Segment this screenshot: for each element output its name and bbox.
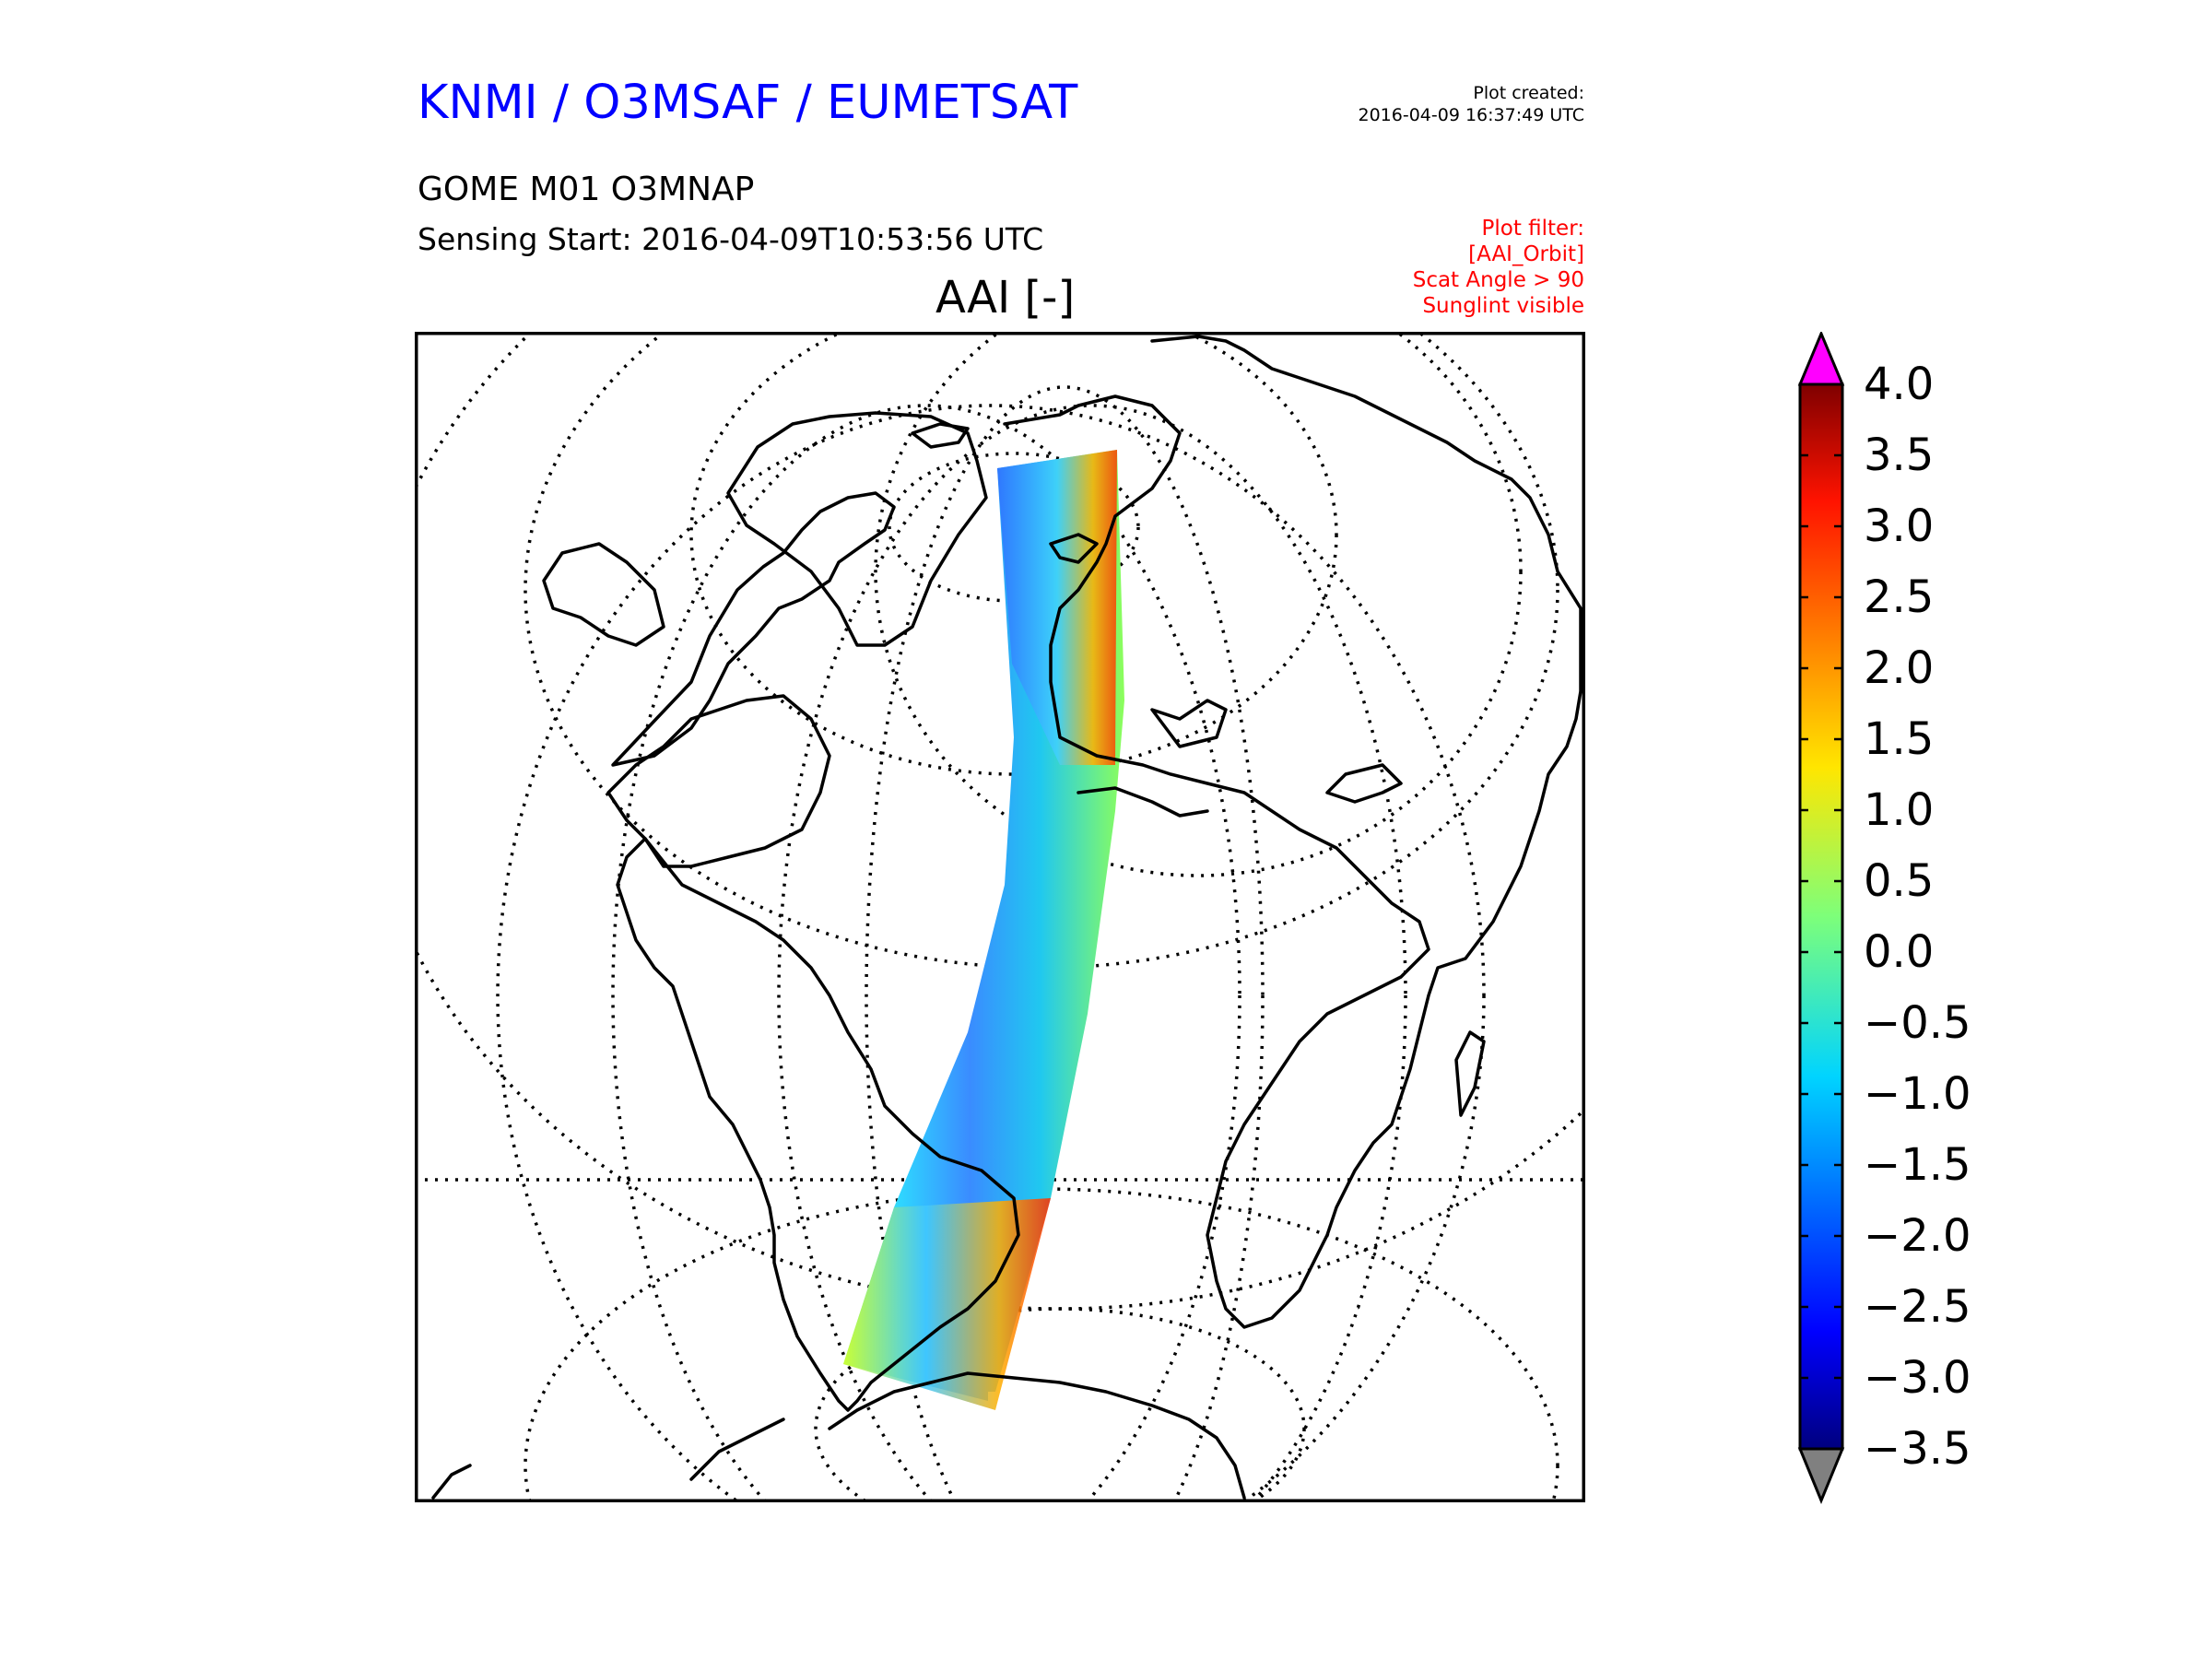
colorbar (1797, 332, 1845, 1504)
latitude-circle (524, 1187, 1559, 1500)
plot-filter-scat-angle: Scat Angle > 90 (1412, 268, 1584, 292)
sensing-start: Sensing Start: 2016-04-09T10:53:56 UTC (418, 221, 1044, 257)
meridian (874, 334, 1523, 877)
latitude-circle (814, 1307, 1306, 1500)
plot-filter-sunglint: Sunglint visible (1422, 294, 1584, 318)
colorbar-max-extension (1797, 332, 1845, 386)
colorbar-tick-label: 2.0 (1864, 642, 1935, 694)
aai-swath (843, 450, 1124, 1410)
colorbar-tick-label: −2.5 (1864, 1281, 1971, 1333)
colorbar-tick-label: 1.0 (1864, 784, 1935, 836)
meridian (496, 404, 1486, 1500)
product-name: GOME M01 O3MNAP (418, 171, 755, 208)
colorbar-ticks (1800, 382, 1842, 1451)
colorbar-tick-label: 0.5 (1864, 855, 1935, 907)
colorbar-tick-label: −3.0 (1864, 1352, 1971, 1404)
colorbar-gradient (1798, 382, 1844, 1451)
latitude-circle (888, 452, 1140, 603)
colorbar-tick-label: −1.5 (1864, 1139, 1971, 1191)
plot-filter-label: Plot filter: (1481, 217, 1584, 241)
plot-created-timestamp: 2016-04-09 16:37:49 UTC (1358, 105, 1585, 125)
meridian (611, 404, 1241, 1500)
colorbar-tick-label: 1.5 (1864, 713, 1935, 765)
meridian (777, 404, 1407, 1500)
agency-title: KNMI / O3MSAF / EUMETSAT (418, 76, 1078, 130)
plot-created-label: Plot created: (1473, 83, 1584, 103)
colorbar-tick-label: 2.5 (1864, 571, 1935, 623)
meridian (865, 385, 1265, 1500)
colorbar-min-extension (1797, 1447, 1845, 1504)
colorbar-tick-label: 3.5 (1864, 429, 1935, 481)
latitude-circle (689, 334, 1338, 776)
map-title: AAI [-] (935, 272, 1076, 324)
colorbar-tick-label: 0.0 (1864, 926, 1935, 978)
map-frame (415, 332, 1585, 1502)
colorbar-tick-label: 3.0 (1864, 500, 1935, 552)
colorbar-tick-label: 4.0 (1864, 359, 1935, 410)
orthographic-map (415, 332, 1585, 1502)
colorbar-tick-label: −1.0 (1864, 1068, 1971, 1120)
colorbar-tick-label: −3.5 (1864, 1423, 1971, 1475)
latitude-circle (524, 334, 1559, 970)
colorbar-tick-label: −2.0 (1864, 1210, 1971, 1262)
plot-filter-orbit: [AAI_Orbit] (1468, 242, 1584, 266)
graticule (417, 334, 1583, 1500)
colorbar-tick-label: −0.5 (1864, 997, 1971, 1049)
coastlines (431, 335, 1583, 1500)
